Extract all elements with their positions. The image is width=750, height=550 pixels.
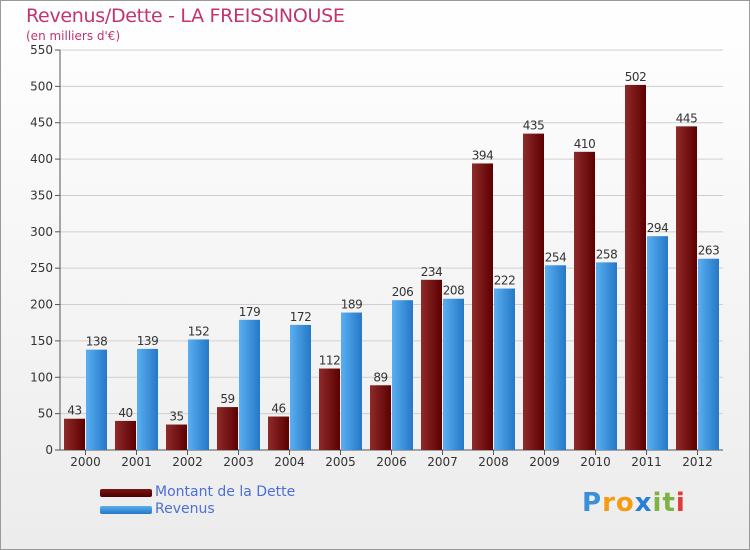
x-tick-label: 2004	[274, 455, 305, 469]
bars	[64, 84, 719, 451]
bar-revenus-2001	[137, 348, 158, 450]
x-tick-label: 2008	[478, 455, 509, 469]
bar-revenus-2007	[443, 298, 464, 450]
bar-dette-2011	[625, 84, 646, 450]
data-label-revenus-2012: 263	[698, 244, 719, 258]
y-tick-label: 150	[30, 334, 53, 348]
data-label-revenus-2005: 189	[341, 298, 362, 312]
logo-letter: o	[615, 488, 635, 518]
data-label-revenus-2003: 179	[239, 305, 260, 319]
y-tick-label: 250	[30, 261, 53, 275]
x-tick-label: 2001	[121, 455, 152, 469]
data-label-revenus-2001: 139	[137, 334, 158, 348]
bar-dette-2005	[319, 368, 340, 450]
proxiti-logo: Proxiti	[582, 488, 686, 518]
bar-revenus-2012	[698, 258, 719, 450]
x-tick-label: 2009	[529, 455, 560, 469]
bar-revenus-2003	[239, 319, 260, 450]
y-tick-label: 350	[30, 188, 53, 202]
bar-revenus-2008	[494, 288, 515, 450]
data-label-revenus-2004: 172	[290, 310, 311, 324]
y-tick-label: 550	[30, 43, 53, 57]
data-label-dette-2007: 234	[421, 265, 442, 279]
data-label-revenus-2007: 208	[443, 284, 464, 298]
bar-revenus-2011	[647, 236, 668, 450]
bar-dette-2009	[523, 133, 544, 451]
bar-revenus-2010	[596, 262, 617, 450]
data-label-dette-2008: 394	[472, 148, 493, 162]
data-label-revenus-2006: 206	[392, 285, 413, 299]
x-tick-label: 2007	[427, 455, 458, 469]
bar-dette-2006	[370, 385, 391, 450]
x-tick-label: 2006	[376, 455, 407, 469]
data-label-revenus-2000: 138	[86, 335, 107, 349]
bar-dette-2010	[574, 151, 595, 450]
legend-label-dette: Montant de la Dette	[155, 484, 296, 500]
data-label-dette-2010: 410	[574, 137, 595, 151]
chart-subtitle: (en milliers d'€)	[26, 29, 121, 43]
bar-revenus-2009	[545, 265, 566, 450]
bar-dette-2004	[268, 416, 289, 450]
y-tick-label: 450	[30, 116, 53, 130]
x-tick-label: 2000	[70, 455, 101, 469]
data-label-dette-2005: 112	[319, 354, 340, 368]
x-tick-label: 2010	[580, 455, 611, 469]
legend-swatch-revenus	[100, 506, 152, 514]
data-label-dette-2006: 89	[373, 370, 387, 384]
bar-revenus-2005	[341, 312, 362, 450]
y-tick-label: 0	[45, 443, 53, 457]
x-tick-label: 2002	[172, 455, 203, 469]
data-label-dette-2004: 46	[271, 402, 285, 416]
bar-dette-2001	[115, 420, 136, 450]
data-label-revenus-2010: 258	[596, 247, 617, 261]
x-tick-label: 2012	[682, 455, 713, 469]
logo-letter: r	[602, 488, 616, 518]
x-tick-label: 2011	[631, 455, 662, 469]
data-label-revenus-2002: 152	[188, 324, 209, 338]
data-label-dette-2009: 435	[523, 119, 544, 133]
legend-label-revenus: Revenus	[155, 501, 215, 517]
bar-revenus-2006	[392, 300, 413, 450]
data-label-dette-2001: 40	[118, 406, 132, 420]
data-label-revenus-2008: 222	[494, 274, 515, 288]
data-labels: 4313840139351525917946172112189892062342…	[67, 70, 719, 424]
y-tick-label: 200	[30, 298, 53, 312]
legend-swatch-dette	[100, 489, 152, 497]
x-tick-label: 2003	[223, 455, 254, 469]
y-tick-label: 300	[30, 225, 53, 239]
bar-dette-2000	[64, 418, 85, 450]
bar-revenus-2004	[290, 324, 311, 450]
logo-letter: i	[675, 488, 686, 518]
data-label-dette-2000: 43	[67, 404, 81, 418]
bar-dette-2007	[421, 279, 442, 450]
data-label-revenus-2009: 254	[545, 250, 566, 264]
logo-letter: i	[652, 488, 663, 518]
data-label-dette-2012: 445	[676, 111, 697, 125]
logo-letter: x	[634, 488, 653, 518]
y-tick-label: 500	[30, 79, 53, 93]
data-label-dette-2002: 35	[169, 410, 183, 424]
y-tick-label: 50	[38, 407, 53, 421]
bar-revenus-2002	[188, 339, 209, 450]
bar-dette-2003	[217, 407, 238, 450]
x-tick-label: 2005	[325, 455, 356, 469]
bar-revenus-2000	[86, 349, 107, 450]
bar-dette-2012	[676, 126, 697, 450]
y-tick-label: 400	[30, 152, 53, 166]
bar-dette-2008	[472, 163, 493, 451]
data-label-revenus-2011: 294	[647, 221, 668, 235]
y-tick-label: 100	[30, 370, 53, 384]
data-label-dette-2011: 502	[625, 70, 646, 84]
gridlines	[60, 49, 723, 415]
chart-title: Revenus/Dette - LA FREISSINOUSE	[26, 5, 345, 27]
bar-dette-2002	[166, 424, 187, 450]
logo-letter: t	[662, 488, 676, 518]
data-label-dette-2003: 59	[220, 392, 234, 406]
logo-letter: P	[582, 488, 603, 518]
